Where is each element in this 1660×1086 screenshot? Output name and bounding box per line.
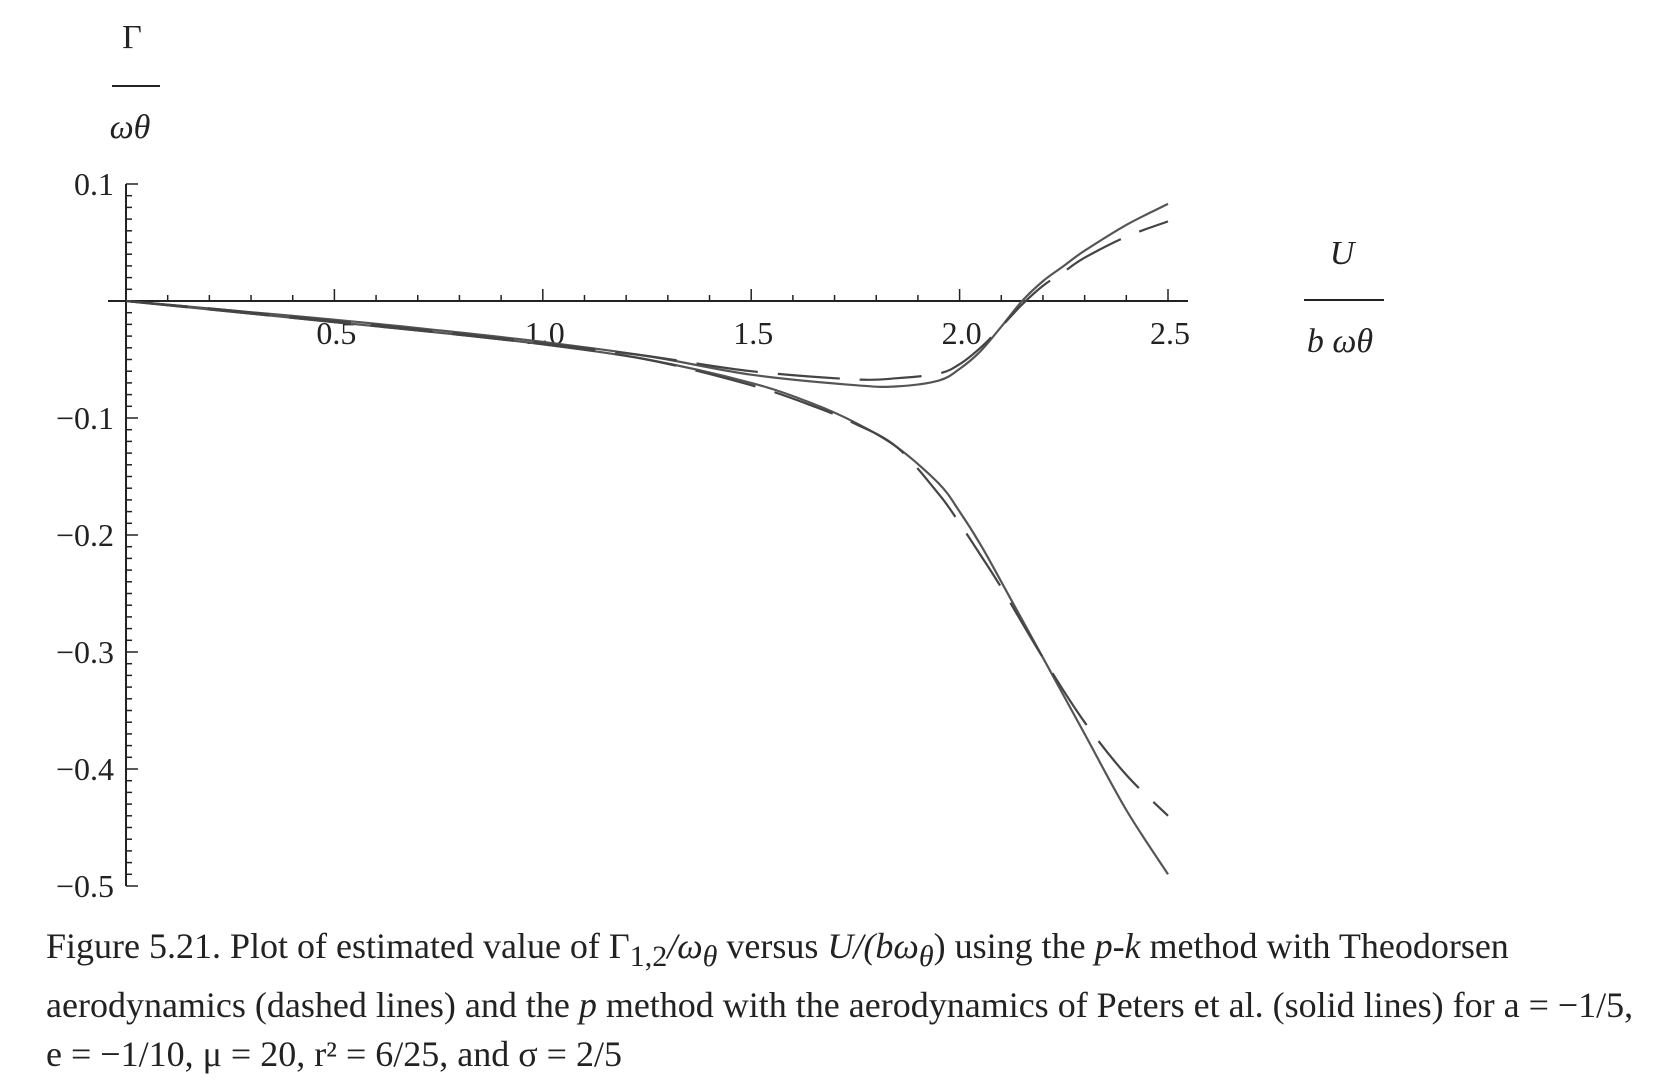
caption-p: p — [578, 985, 597, 1026]
y-axis-label: Γ ωθ — [110, 19, 160, 146]
y-tick-label: −0.1 — [56, 400, 114, 436]
y-tick-label: 0.1 — [74, 166, 114, 202]
caption-u: U — [827, 926, 854, 966]
figure-caption: Figure 5.21. Plot of estimated value of … — [46, 922, 1646, 1079]
caption-method-with: method with Theodorsen aerodynamics (das… — [46, 926, 1509, 1026]
ticks: 0.5 1.0 1.5 2.0 2.50.1−0.1−0.2−0.3−0.4−0.5 — [56, 166, 1190, 904]
caption-slash-omega: /ω — [667, 926, 703, 966]
caption-pk: p-k — [1094, 926, 1141, 966]
dashed-series-line-3 — [125, 299, 1169, 817]
y-tick-label: −0.4 — [56, 751, 114, 787]
dashed-series-line-2 — [125, 220, 1169, 381]
caption-prefix: Figure 5.21. Plot of estimated value of — [46, 926, 609, 966]
caption-rest: method with the aerodynamics of Peters e… — [596, 985, 1504, 1026]
y-tick-label: −0.2 — [56, 517, 114, 553]
x-axis-label-denominator: b ωθ — [1307, 323, 1373, 360]
y-tick-label: −0.3 — [56, 634, 114, 670]
y-axis-label-numerator: Γ — [122, 19, 142, 56]
x-tick-label: 2.5 — [1150, 315, 1190, 351]
chart: 0.5 1.0 1.5 2.0 2.50.1−0.1−0.2−0.3−0.4−0.5 Γ… — [56, 19, 1384, 904]
solid-series-line-1 — [125, 299, 1169, 875]
x-axis-label-numerator: U — [1330, 235, 1357, 272]
axes — [108, 184, 1188, 886]
series-layer — [125, 202, 1169, 875]
caption-versus: versus — [717, 926, 828, 966]
caption-theta: θ — [702, 940, 718, 974]
x-tick-label: 2.0 — [942, 315, 982, 351]
x-axis-label: U b ωθ — [1304, 235, 1384, 360]
caption-params: a = −1/5, e = −1/10, μ = 20, r² = 6/25, … — [46, 985, 1634, 1075]
caption-paren-open: /(bω — [853, 926, 919, 966]
caption-paren-close: ) — [933, 926, 946, 966]
y-axis-label-denominator: ωθ — [110, 109, 151, 146]
x-tick-label: 1.5 — [733, 315, 773, 351]
y-tick-label: −0.5 — [56, 868, 114, 904]
solid-series-line-0 — [125, 202, 1169, 388]
caption-theta-2: θ — [918, 940, 934, 974]
caption-using: using the — [945, 926, 1095, 966]
caption-gamma: Γ — [608, 926, 630, 966]
caption-gamma-sub: 1,2 — [629, 940, 668, 974]
